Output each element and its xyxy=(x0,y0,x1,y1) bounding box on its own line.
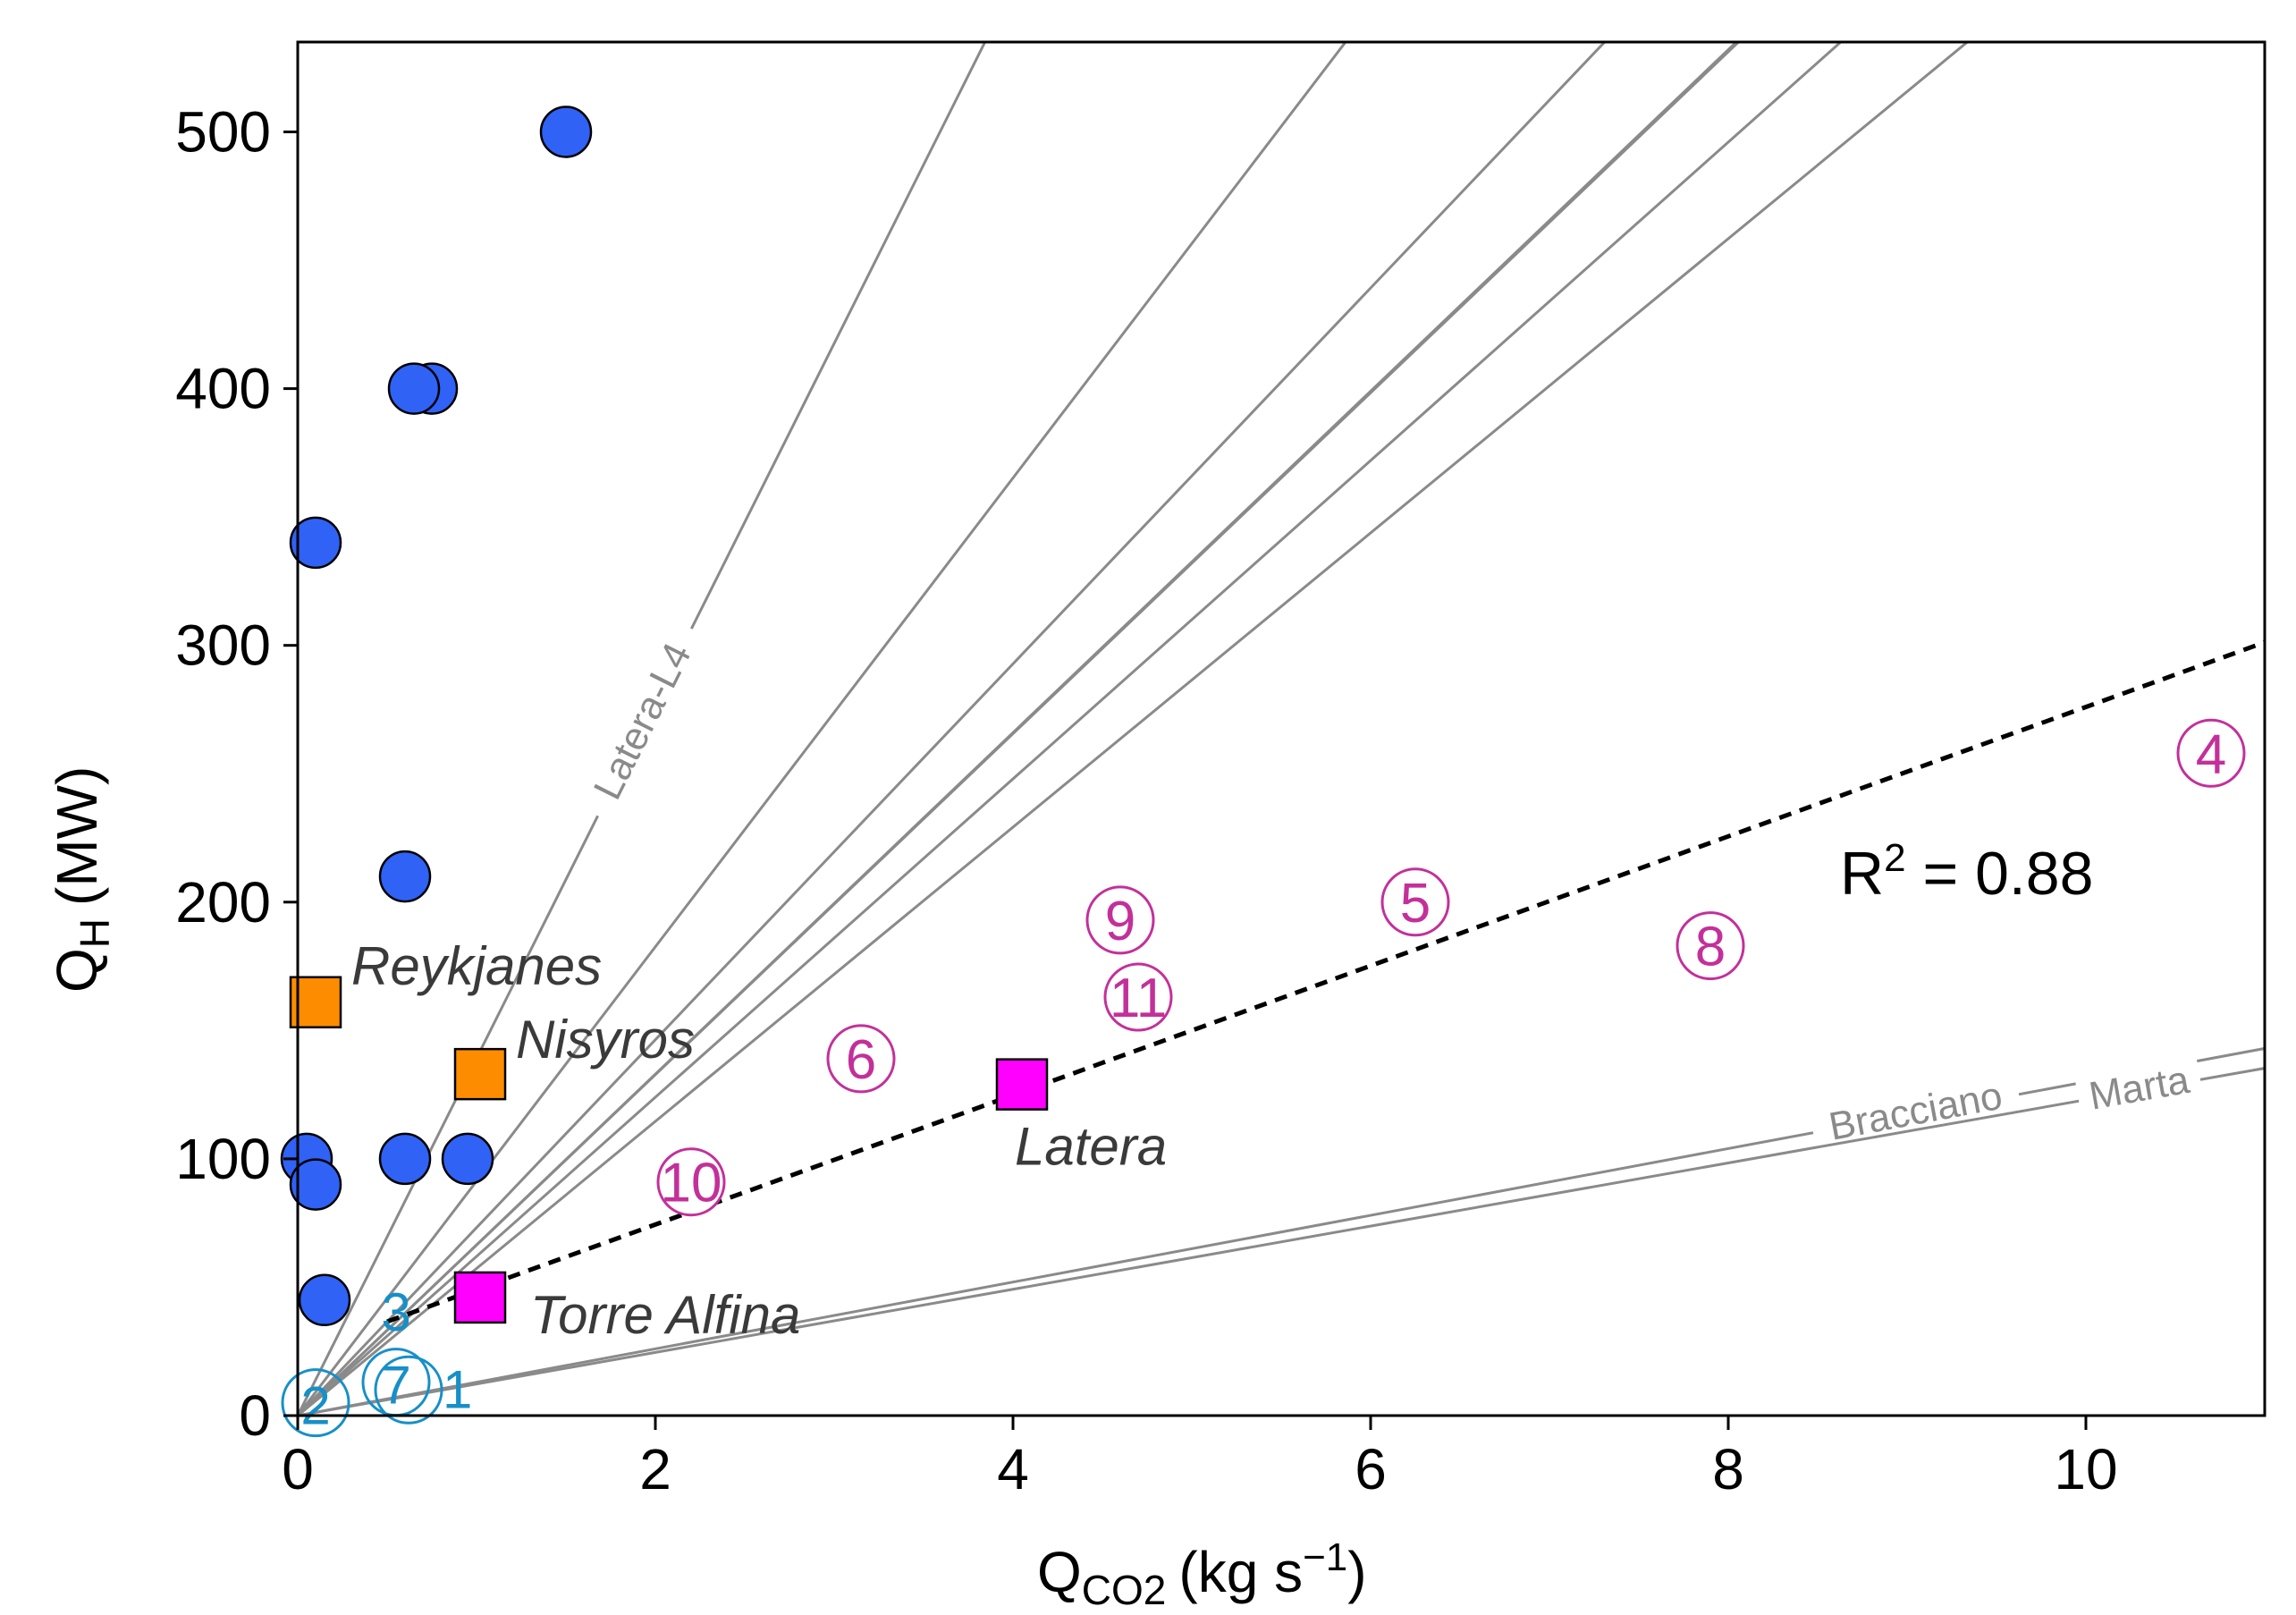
point-label: Nisyros xyxy=(516,1010,695,1070)
cyan-point-label: 2 xyxy=(300,1376,330,1436)
x-tick-label: 2 xyxy=(639,1437,671,1501)
cyan-point-label: 7 xyxy=(381,1356,410,1416)
blue-circle-point xyxy=(289,516,342,570)
numbered-ring-label: 4 xyxy=(2196,723,2226,785)
y-tick-label: 400 xyxy=(175,357,271,421)
reference-line-1 xyxy=(298,42,1347,1416)
y-tick-label: 300 xyxy=(175,613,271,678)
reference-line-label-bg xyxy=(2074,1056,2203,1114)
x-tick-label: 10 xyxy=(2054,1437,2117,1501)
x-tick-label: 8 xyxy=(1712,1437,1744,1501)
numbered-ring-point xyxy=(656,1147,726,1217)
blue-circle-point xyxy=(289,1158,342,1211)
cyan-ring-point xyxy=(374,1355,443,1425)
numbered-ring-label: 6 xyxy=(846,1029,876,1091)
numbered-ring-point xyxy=(2176,718,2246,788)
x-axis-label: QCO2 (kg s−1) xyxy=(1037,1535,1367,1613)
orange-square-point xyxy=(453,1047,507,1101)
cyan-point-label: 1 xyxy=(443,1359,472,1419)
x-tick-label: 6 xyxy=(1355,1437,1387,1501)
numbered-ring-label: 9 xyxy=(1105,891,1135,952)
numbered-ring-point xyxy=(1380,867,1450,937)
blue-circle-point xyxy=(378,1132,432,1186)
numbered-ring-point xyxy=(1103,962,1173,1032)
blue-circle-point xyxy=(539,106,593,158)
y-tick-label: 500 xyxy=(175,99,271,164)
y-tick-label: 200 xyxy=(175,870,271,934)
cyan-point-label: 3 xyxy=(381,1282,410,1342)
magenta-square-point xyxy=(995,1058,1049,1111)
point-label: Reykjanes xyxy=(351,936,602,996)
numbered-ring-label: 10 xyxy=(661,1153,722,1214)
reference-line-2 xyxy=(298,42,1607,1416)
plot-frame xyxy=(296,40,2266,1417)
numbered-ring-label: 8 xyxy=(1695,917,1726,978)
point-label: Torre Alfina xyxy=(530,1285,800,1345)
y-axis-label: QH(MW) xyxy=(45,766,118,993)
reference-line-6 xyxy=(298,42,1970,1416)
point-label: Latera xyxy=(1015,1117,1167,1177)
magenta-square-point xyxy=(453,1271,507,1324)
reference-line-8 xyxy=(298,1067,2265,1416)
blue-circle-point xyxy=(441,1132,494,1186)
blue-circle-point xyxy=(387,362,441,415)
numbered-ring-point xyxy=(1085,885,1155,955)
data-markers xyxy=(280,106,2246,1438)
numbered-ring-label: 11 xyxy=(1110,968,1167,1029)
numbered-ring-point xyxy=(1676,911,1745,981)
numbered-ring-label: 5 xyxy=(1400,873,1431,934)
x-tick-label: 0 xyxy=(282,1437,314,1501)
reference-line-5 xyxy=(298,42,1844,1416)
reference-line-4 xyxy=(298,42,1741,1416)
reference-line-label-bg xyxy=(577,618,703,822)
r-squared-label: R2 = 0.88 xyxy=(1840,836,2093,908)
blue-circle-point xyxy=(378,850,432,903)
cyan-ring-point xyxy=(281,1368,350,1438)
reference-line-label-bg xyxy=(1809,1071,2022,1146)
numbered-ring-point xyxy=(826,1024,896,1094)
x-tick-label: 4 xyxy=(997,1437,1029,1501)
y-tick-label: 100 xyxy=(175,1127,271,1191)
y-tick-label: 0 xyxy=(239,1383,271,1448)
blue-circle-point xyxy=(298,1273,351,1327)
